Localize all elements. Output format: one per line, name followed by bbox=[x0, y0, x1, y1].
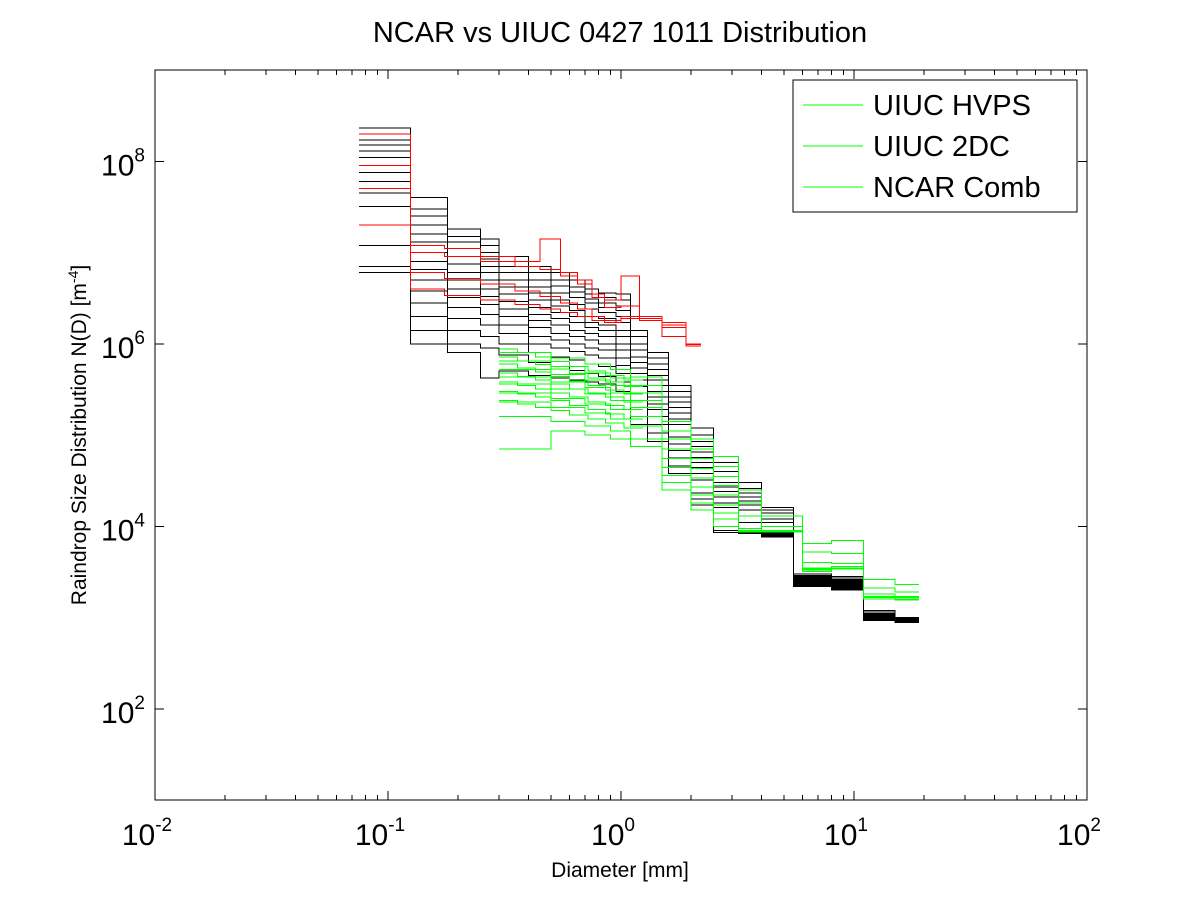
chart-title: NCAR vs UIUC 0427 1011 Distribution bbox=[373, 17, 867, 49]
x-axis-label: Diameter [mm] bbox=[551, 859, 689, 882]
axis-tick-labels: 10-2 10-1 100 101 102 102 104 106 108 bbox=[101, 145, 1101, 852]
data-series-layer bbox=[358, 127, 919, 624]
series-uiuc-hvps-profile-1 bbox=[499, 360, 919, 593]
series-uiuc-hvps-profile-0 bbox=[499, 352, 919, 585]
series-uiuc-hvps-profile-2 bbox=[499, 369, 919, 597]
y-tick-label: 102 bbox=[101, 693, 145, 730]
series-uiuc-2dc-profile-4 bbox=[499, 381, 643, 411]
y-tick-label: 106 bbox=[101, 328, 145, 365]
y-tick-label: 104 bbox=[101, 510, 145, 547]
series-uiuc-2dc-profile-1 bbox=[499, 356, 643, 387]
series-uiuc-hvps-profile-8 bbox=[499, 430, 919, 599]
series-uiuc-2dc-profile-2 bbox=[499, 363, 643, 395]
y-tick-label: 108 bbox=[101, 145, 145, 182]
series-uiuc-2dc-profile-5 bbox=[499, 391, 643, 420]
y-axis-label-close: ] bbox=[68, 265, 91, 271]
x-tick-label: 102 bbox=[1057, 815, 1101, 852]
axis-ticks bbox=[154, 70, 1088, 800]
series-uiuc-hvps-profile-7 bbox=[499, 415, 919, 597]
x-tick-label: 10-1 bbox=[355, 815, 405, 852]
y-axis-label: Raindrop Size Distribution N(D) [m-4] bbox=[65, 265, 91, 605]
series-ncar-comb-profile-2 bbox=[358, 188, 701, 347]
series-uiuc-2dc-profile-6 bbox=[499, 399, 643, 429]
series-uiuc-2dc-profile-3 bbox=[499, 372, 643, 403]
legend-label-uiuc-hvps: UIUC HVPS bbox=[873, 90, 1031, 122]
series-uiuc-2dc-profile-0 bbox=[499, 348, 643, 381]
x-tick-label: 101 bbox=[824, 815, 868, 852]
y-axis-label-main: Raindrop Size Distribution N(D) [m bbox=[68, 283, 91, 605]
x-tick-label: 10-2 bbox=[122, 815, 172, 852]
series-ncar-comb-profile-3 bbox=[358, 224, 701, 345]
legend-label-ncar-comb: NCAR Comb bbox=[873, 172, 1041, 204]
legend-label-uiuc-2dc: UIUC 2DC bbox=[873, 131, 1010, 163]
legend: UIUC HVPS UIUC 2DC NCAR Comb bbox=[792, 79, 1078, 213]
y-axis-label-exponent: -4 bbox=[65, 270, 81, 283]
x-tick-label: 100 bbox=[591, 815, 635, 852]
